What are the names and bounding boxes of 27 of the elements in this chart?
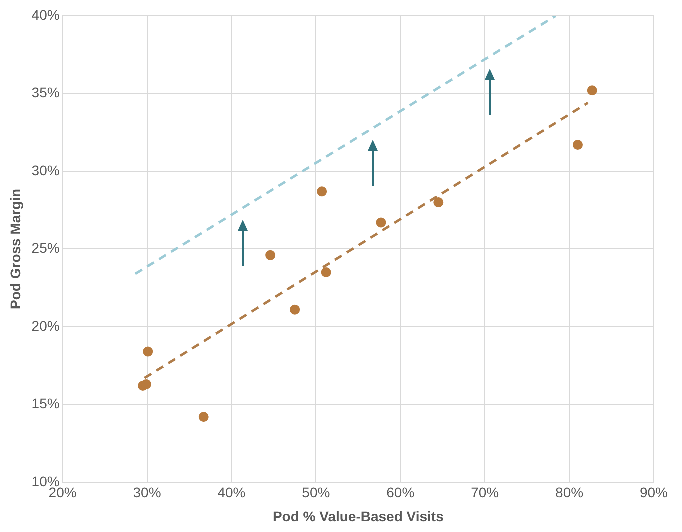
y-tick-label: 40% — [32, 6, 60, 23]
point — [376, 218, 386, 228]
x-tick-label: 60% — [386, 484, 415, 501]
point — [198, 412, 209, 422]
x-axis-title: Pod % Value-Based Visits — [272, 508, 444, 524]
x-tick-label: 40% — [218, 484, 246, 501]
point — [317, 186, 328, 197]
point — [587, 86, 598, 96]
y-tick-label: 20% — [32, 318, 60, 334]
point — [321, 268, 332, 278]
y-tick-label: 10% — [32, 473, 60, 490]
point — [266, 250, 276, 260]
y-tick-label: 35% — [32, 84, 60, 101]
point — [434, 198, 444, 208]
x-tick-label: 70% — [471, 484, 500, 501]
y-tick-label: 15% — [32, 396, 60, 412]
x-tick-label: 90% — [640, 484, 668, 501]
y-tick-label: 30% — [32, 162, 60, 178]
point — [143, 346, 154, 357]
point — [141, 379, 152, 390]
x-tick-label: 30% — [133, 484, 162, 501]
point — [572, 140, 583, 150]
y-axis-title: Pod Gross Margin — [7, 188, 24, 310]
x-tick-label: 80% — [556, 484, 584, 501]
point — [290, 304, 300, 315]
x-tick-label: 50% — [302, 484, 330, 501]
y-tick-label: 25% — [32, 240, 60, 256]
